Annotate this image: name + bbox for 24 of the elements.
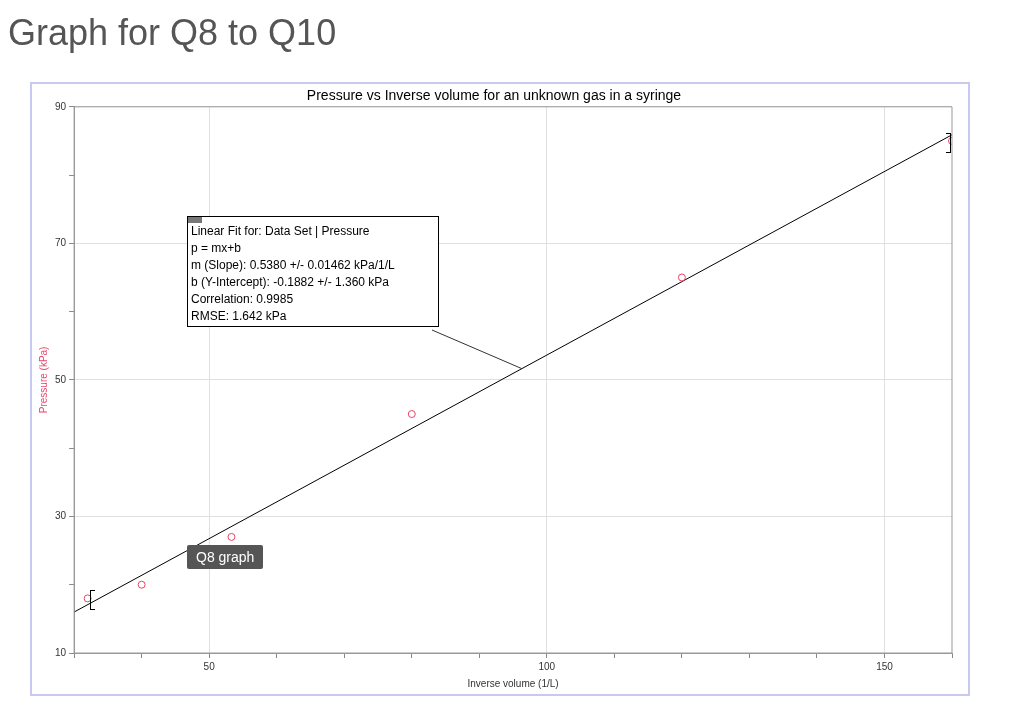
annotation: Q8 graph — [187, 545, 264, 569]
y-tick-label: 30 — [55, 510, 67, 522]
y-tick-label: 70 — [55, 237, 67, 249]
y-axis-title: Pressure (kPa) — [37, 346, 49, 414]
annotation: b (Y-Intercept): -0.1882 +/- 1.360 kPa — [191, 274, 390, 291]
x-tick-label: 50 — [203, 660, 216, 672]
annotation: Linear Fit for: Data Set | Pressure — [191, 223, 371, 240]
point — [677, 273, 686, 282]
y-tick-label: 10 — [55, 646, 67, 658]
annotation: Correlation: 0.9985 — [191, 291, 295, 308]
x-tick-label: 100 — [538, 660, 556, 672]
annotation: RMSE: 1.642 kPa — [191, 308, 288, 325]
annotation: p = mx+b — [191, 240, 243, 257]
y-tick-label: 90 — [55, 100, 67, 112]
chart-title: Graph for Q8 to Q10 — [8, 12, 337, 54]
x-axis-title: Inverse volume (1/L) — [467, 677, 559, 689]
y-tick-label: 50 — [55, 373, 67, 385]
point — [137, 580, 146, 589]
x-tick-label: 150 — [876, 660, 894, 672]
point — [83, 594, 92, 603]
chart-subtitle: Pressure vs Inverse volume for an unknown gas in a syringe — [306, 87, 682, 104]
annotation: m (Slope): 0.5380 +/- 0.01462 kPa/1/L — [191, 257, 396, 274]
point — [227, 532, 236, 541]
point — [407, 410, 416, 419]
